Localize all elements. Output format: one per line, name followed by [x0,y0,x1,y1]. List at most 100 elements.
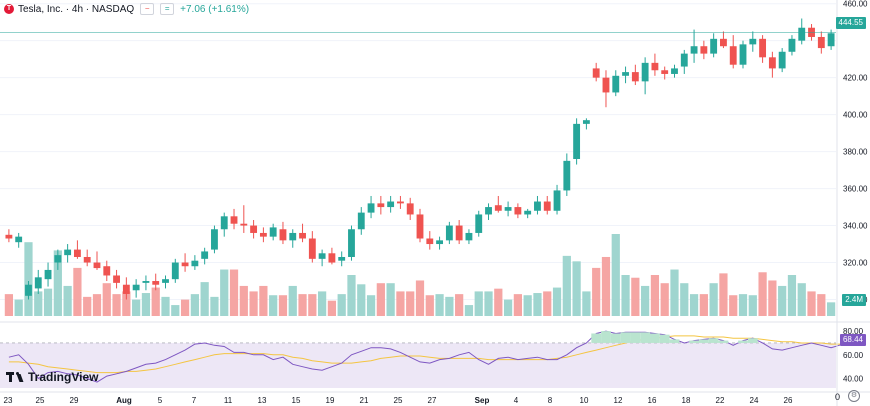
candle-body [250,225,258,233]
candle-body [259,232,267,237]
candle-body [671,68,678,74]
volume-bar [112,294,121,316]
candle-body [436,240,444,245]
candle-body [25,284,32,296]
volume-bar [357,284,366,316]
time-axis-label: Sep [475,396,490,405]
candle-body [602,77,610,93]
candle-body [710,38,718,54]
volume-bar [680,283,689,316]
time-axis-label: 8 [548,396,553,405]
volume-bar [670,269,679,316]
volume-bar [768,280,777,316]
volume-bar [151,287,160,316]
volume-bar [474,291,483,316]
volume-bar [141,293,151,316]
time-axis-label: 5 [158,396,163,405]
price-tick-label: 340.00 [843,222,868,231]
candle-body [103,266,111,276]
candle-body [191,260,199,267]
volume-bar [611,234,620,316]
volume-bar [278,295,288,316]
candle-body [475,214,483,233]
price-tick-label: 420.00 [843,74,868,83]
candle-body [543,201,551,211]
candle-body [778,51,786,69]
candle-body [220,216,228,230]
candle-body [93,262,101,269]
time-axis-label: 13 [258,396,267,405]
candle-body [357,212,365,230]
volume-bar [631,277,640,316]
candle-body [817,36,825,49]
volume-bar [53,250,62,316]
volume-bar [445,296,454,316]
candle-body [308,238,316,259]
candle-body [680,53,688,67]
volume-bar [4,294,14,316]
tradingview-logo[interactable]: TradingView [6,370,98,384]
rsi-tick-label: 40.00 [843,375,864,384]
candle-body [201,251,209,259]
volume-bar [689,294,699,316]
candle-body [445,225,453,241]
volume-bar [797,283,806,316]
gear-icon[interactable]: ⚙ [848,390,860,402]
time-axis-label: 22 [716,396,725,405]
chart-header: T Tesla, Inc. · 4h · NASDAQ − = +7.06 (+… [4,2,249,16]
candle-body [64,249,72,256]
time-axis-label: 29 [70,396,79,405]
candle-body [524,210,532,215]
candle-body [563,160,571,191]
candle-body [152,281,160,285]
volume-bar [102,283,111,316]
volume-bar [484,291,493,316]
candle-body [15,236,23,243]
volume-bar [83,296,92,316]
candle-body [299,232,306,239]
time-axis-label: 12 [614,396,623,405]
volume-bar [523,295,532,316]
sell-button[interactable]: − [140,3,155,15]
volume-bar [719,273,728,316]
volume-bar [132,299,141,316]
rsi-tick-label: 80.00 [843,327,864,336]
volume-bar [396,291,405,316]
symbol-title[interactable]: Tesla, Inc. · 4h · NASDAQ [18,3,135,15]
volume-bar [660,283,669,316]
candle-body [504,207,512,211]
candle-body [83,256,91,263]
volume-bar [748,295,757,316]
volume-bar [366,295,376,316]
candle-body [592,68,600,78]
candle-body [348,229,355,257]
candle-body [122,284,130,294]
candle-body [416,214,424,239]
candle-body [788,38,796,52]
candle-body [631,72,639,82]
candle-body [494,205,502,211]
candle-body [34,277,42,289]
candle-body [211,229,218,250]
volume-bar [425,295,434,316]
volume-bar [63,285,72,316]
volume-badge: 2.4M [842,294,866,306]
volume-bar [14,299,23,316]
candle-body [514,207,522,215]
volume-bar [415,280,425,316]
volume-bar [464,305,474,316]
volume-bar [572,261,581,316]
volume-bar [269,295,278,316]
candle-body [582,120,590,124]
time-axis-label: 19 [326,396,335,405]
candle-body [328,253,336,263]
candle-body [171,262,179,280]
volume-bar [533,293,542,316]
buy-button[interactable]: = [160,3,175,15]
candle-body [798,27,806,41]
volume-bar [376,283,385,316]
rsi-band [0,342,836,388]
volume-bar [494,288,503,316]
candle-body [142,281,150,283]
